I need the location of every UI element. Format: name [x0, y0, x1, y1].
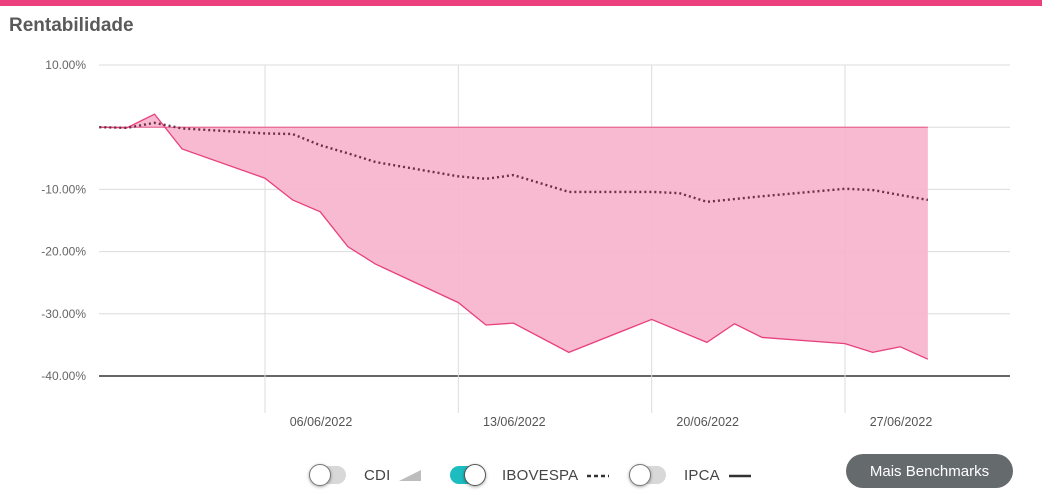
- returns-chart: 10.00% -10.00% -20.00% -30.00% -40.00% 06/06/…: [41, 58, 1010, 429]
- x-tick-label: 20/06/2022: [676, 415, 739, 429]
- more-benchmarks-button[interactable]: Mais Benchmarks: [846, 454, 1013, 488]
- legend-label-ibovespa: IBOVESPA: [502, 466, 579, 484]
- legend-item-ipca[interactable]: IPCA: [629, 463, 752, 487]
- ibovespa-toggle[interactable]: [450, 464, 486, 486]
- y-tick-label: -10.00%: [41, 182, 86, 196]
- y-tick-label: -20.00%: [41, 245, 86, 259]
- legend-label-cdi: CDI: [364, 466, 391, 484]
- y-tick-label: -30.00%: [41, 307, 86, 321]
- ibovespa-line: [99, 121, 929, 204]
- solid-line-icon: [728, 474, 751, 478]
- y-tick-label: -40.00%: [41, 369, 86, 383]
- legend-item-ibovespa[interactable]: IBOVESPA: [450, 463, 610, 487]
- x-tick-label: 06/06/2022: [290, 415, 353, 429]
- dashed-line-icon: [587, 474, 610, 478]
- benchmark-legend: CDI IBOVESPA IPCA: [0, 460, 1042, 490]
- x-tick-label: 13/06/2022: [483, 415, 546, 429]
- x-tick-label: 27/06/2022: [870, 415, 933, 429]
- portfolio-area: [99, 114, 928, 360]
- page-title: Rentabilidade: [9, 15, 134, 36]
- portfolio-line: [99, 113, 929, 360]
- cdi-toggle[interactable]: [309, 464, 346, 486]
- y-tick-label: 10.00%: [45, 58, 86, 72]
- ipca-toggle[interactable]: [629, 464, 666, 486]
- legend-item-cdi[interactable]: CDI: [309, 463, 422, 487]
- area-icon: [399, 470, 422, 481]
- legend-label-ipca: IPCA: [684, 466, 720, 484]
- top-accent-bar: [0, 0, 1042, 6]
